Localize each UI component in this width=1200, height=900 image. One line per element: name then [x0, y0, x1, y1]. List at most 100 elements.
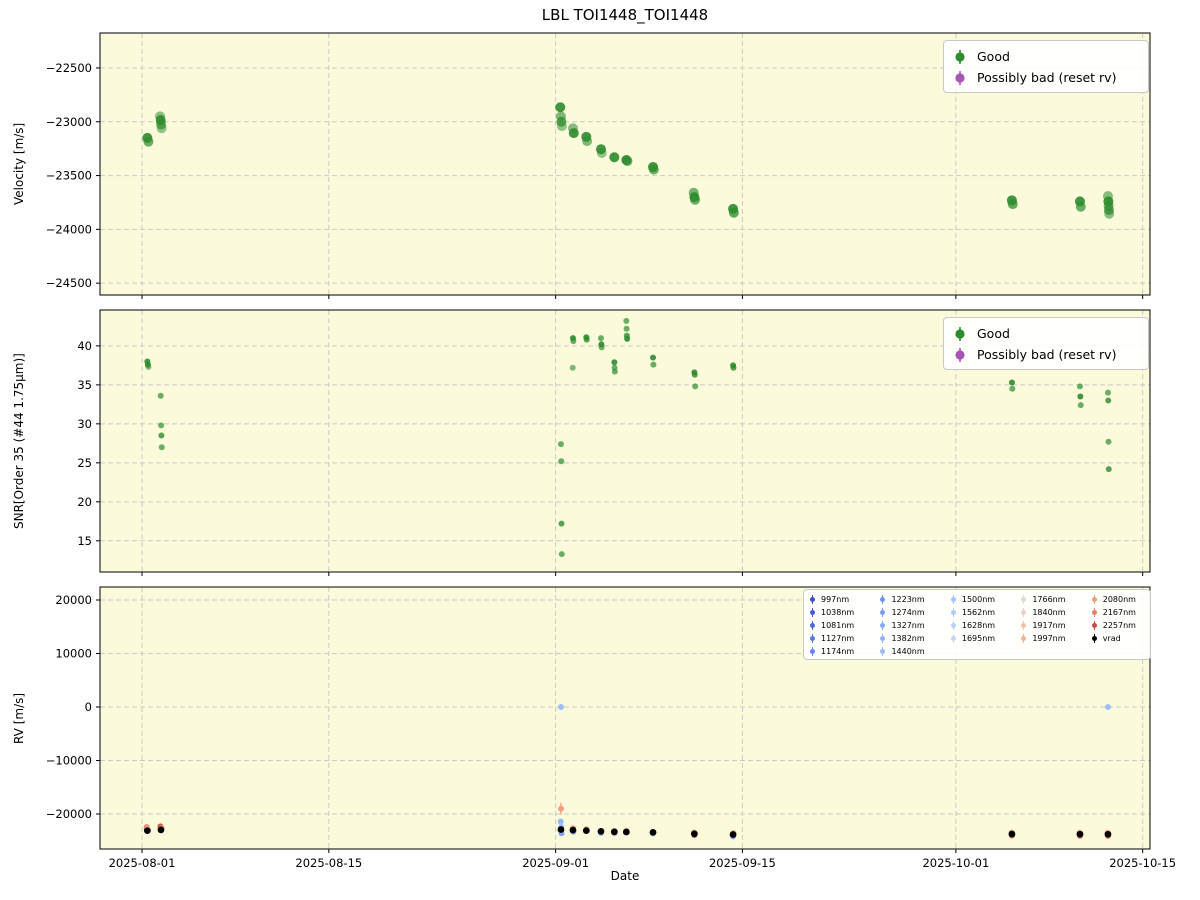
- vrad-point: [597, 827, 605, 835]
- legend-marker-icon: [810, 621, 815, 630]
- rv-channel-legend: 997nm 1038nm 1081nm 1127nm 1174nm 1223nm 1274n…: [803, 589, 1151, 660]
- legend-label: 2080nm: [1102, 595, 1136, 604]
- snr-point: [691, 371, 698, 378]
- y-tick-label: 25: [77, 456, 92, 470]
- legend-label: 1327nm: [891, 621, 925, 630]
- x-tick-label: 2025-09-01: [522, 856, 589, 870]
- velocity-point: [555, 102, 566, 113]
- legend-item-1440nm: 1440nm: [879, 645, 945, 658]
- legend-item: Possibly bad (reset rv): [952, 344, 1138, 365]
- legend-label: 1038nm: [821, 608, 855, 617]
- legend-item-2167nm: 2167nm: [1091, 606, 1145, 619]
- snr-point: [624, 335, 631, 342]
- snr-point: [145, 363, 152, 370]
- snr-point: [558, 551, 565, 558]
- y-tick-label: 0: [85, 700, 92, 714]
- snr-point: [157, 392, 164, 399]
- velocity-point: [648, 164, 659, 175]
- vrad-point: [1008, 830, 1016, 838]
- vrad-point: [622, 828, 630, 836]
- legend-marker-icon: [955, 49, 965, 64]
- y-tick-label: −24000: [46, 222, 92, 236]
- y-tick-label: 15: [77, 534, 92, 548]
- legend-label: 1223nm: [891, 595, 925, 604]
- legend-item-2080nm: 2080nm: [1091, 593, 1145, 606]
- vrad-point: [1076, 830, 1084, 838]
- legend-marker-icon: [1021, 608, 1027, 617]
- y-tick-label: −10000: [46, 754, 92, 768]
- y-tick-label: 35: [77, 378, 92, 392]
- legend-label: 1695nm: [961, 634, 996, 643]
- x-tick-label: 2025-10-15: [1109, 856, 1176, 870]
- velocity-point: [1075, 201, 1086, 212]
- y-tick-label: 10000: [55, 647, 92, 661]
- snr-legend: Good Possibly bad (reset rv): [943, 317, 1149, 370]
- snr-point: [1076, 383, 1083, 390]
- legend-item-997nm: 997nm: [809, 593, 875, 606]
- legend-marker-icon: [955, 347, 965, 362]
- velocity-point: [1007, 199, 1018, 210]
- snr-point: [623, 325, 630, 332]
- snr-point: [1105, 397, 1112, 404]
- velocity-point: [143, 136, 154, 147]
- legend-marker-icon: [810, 647, 815, 656]
- velocity-axis-label: Velocity [m/s]: [12, 122, 26, 206]
- legend-label: 997nm: [821, 595, 850, 604]
- snr-point: [1105, 438, 1112, 445]
- snr-point: [650, 354, 657, 361]
- legend-marker-icon: [880, 634, 886, 643]
- legend-item-1766nm: 1766nm: [1020, 593, 1086, 606]
- snr-point: [1077, 402, 1084, 409]
- legend-marker-icon: [880, 621, 886, 630]
- vrad-point: [649, 828, 657, 836]
- legend-label: 2257nm: [1102, 621, 1136, 630]
- snr-point: [569, 364, 576, 371]
- legend-item-1917nm: 1917nm: [1020, 619, 1086, 632]
- legend-label: 1440nm: [891, 647, 925, 656]
- legend-label: Possibly bad (reset rv): [977, 347, 1117, 362]
- snr-point: [611, 359, 618, 366]
- legend-item-1695nm: 1695nm: [950, 632, 1016, 645]
- legend-marker-icon: [1021, 595, 1027, 604]
- x-tick-label: 2025-08-15: [295, 856, 362, 870]
- legend-marker-icon: [880, 608, 886, 617]
- snr-point: [158, 422, 165, 429]
- legend-item-1840nm: 1840nm: [1020, 606, 1086, 619]
- velocity-point: [1104, 208, 1115, 219]
- velocity-point: [596, 147, 607, 158]
- chart-title: LBL TOI1448_TOI1448: [541, 6, 709, 24]
- snr-point: [1105, 466, 1112, 473]
- y-tick-label: −23000: [46, 115, 92, 129]
- legend-item-1127nm: 1127nm: [809, 632, 875, 645]
- legend-marker-icon: [1091, 621, 1097, 630]
- y-tick-label: −20000: [46, 807, 92, 821]
- legend-label: vrad: [1102, 634, 1121, 643]
- legend-marker-icon: [950, 595, 956, 604]
- snr-point: [558, 520, 565, 527]
- legend-item-1081nm: 1081nm: [809, 619, 875, 632]
- legend-marker-icon: [955, 326, 965, 341]
- snr-point: [611, 368, 618, 375]
- legend-marker-icon: [950, 634, 956, 643]
- legend-label: Good: [977, 326, 1010, 341]
- snr-point: [1077, 393, 1084, 400]
- legend-label: 1127nm: [821, 634, 855, 643]
- channel-point: [557, 818, 564, 825]
- legend-label: 1840nm: [1032, 608, 1066, 617]
- vrad-point: [569, 826, 577, 834]
- vrad-point: [157, 826, 165, 834]
- legend-label: Possibly bad (reset rv): [977, 70, 1117, 85]
- y-tick-label: −24500: [46, 276, 92, 290]
- legend-marker-icon: [1091, 608, 1097, 617]
- snr-point: [158, 444, 165, 451]
- vrad-point: [143, 827, 151, 834]
- legend-marker-icon: [955, 70, 965, 85]
- snr-point: [1104, 389, 1111, 396]
- velocity-point: [568, 128, 579, 139]
- legend-label: 1081nm: [821, 621, 855, 630]
- snr-point: [650, 361, 657, 368]
- legend-item: Possibly bad (reset rv): [952, 67, 1138, 88]
- y-tick-label: 20: [77, 495, 92, 509]
- legend-marker-icon: [950, 608, 956, 617]
- legend-marker-icon: [950, 621, 956, 630]
